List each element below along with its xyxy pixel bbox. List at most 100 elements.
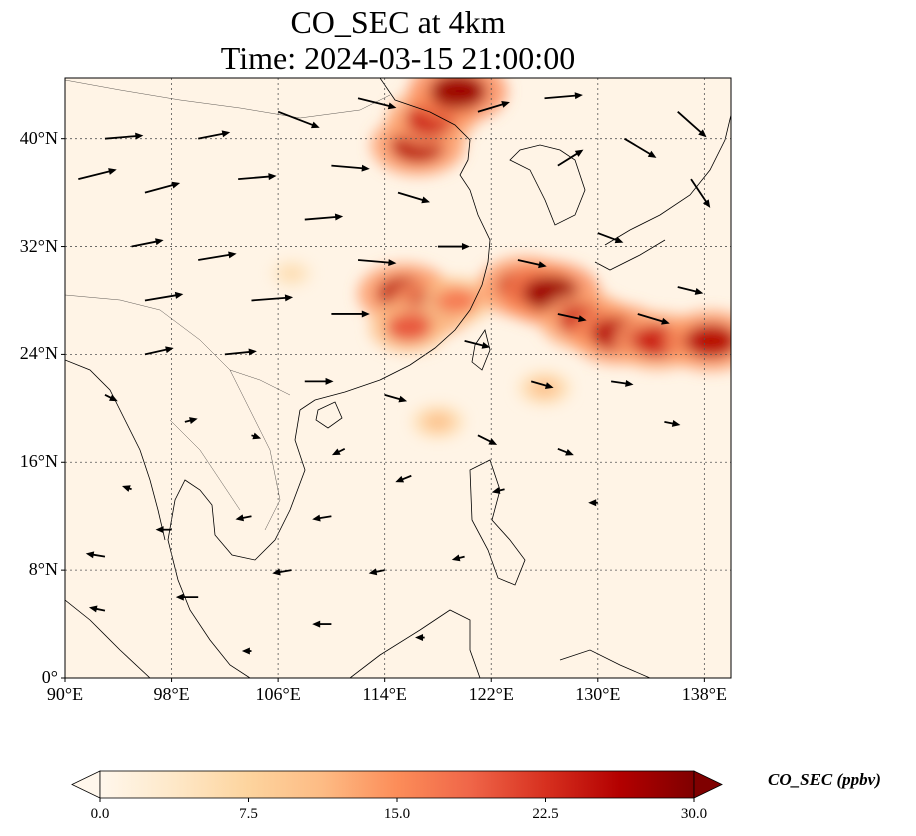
wind-arrow: [368, 568, 385, 576]
wind-arrow: [588, 499, 598, 507]
wind-arrow: [384, 393, 408, 403]
map-frame: [64, 77, 732, 679]
colorbar-tick-label: 7.5: [239, 806, 258, 822]
axis-ticks: [61, 138, 705, 682]
lon-tick-label: 90°E: [46, 684, 84, 704]
map-area: [65, 78, 731, 678]
wind-arrow: [104, 132, 144, 140]
coastlines: [65, 78, 731, 678]
coastline-philippines: [469, 459, 526, 586]
wind-arrow: [623, 137, 657, 158]
co-plume-core: [386, 313, 432, 342]
wind-arrow: [530, 380, 554, 389]
wind-arrow: [397, 191, 430, 204]
co-plume-core: [429, 78, 487, 110]
coastline-sumatra: [65, 599, 151, 678]
wind-arrow: [312, 620, 332, 628]
wind-arrow: [464, 340, 491, 349]
lat-tick-label: 0°: [41, 667, 58, 687]
wind-arrow: [544, 92, 583, 100]
wind-arrow: [331, 164, 370, 172]
lon-tick-label: 122°E: [468, 684, 514, 704]
wind-arrow: [597, 232, 624, 244]
colorbar-tick-label: 15.0: [383, 806, 411, 822]
wind-arrow: [122, 485, 132, 492]
wind-arrow: [677, 286, 704, 295]
lon-tick-label: 138°E: [681, 684, 727, 704]
lat-tick-label: 16°N: [19, 451, 58, 472]
wind-arrow: [415, 634, 425, 642]
wind-arrow: [517, 259, 547, 269]
wind-arrow: [437, 243, 470, 251]
wind-arrow: [677, 111, 707, 138]
wind-arrow: [144, 181, 181, 194]
wind-arrow: [104, 394, 118, 402]
map-title-line1: CO_SEC at 4km: [290, 4, 506, 40]
border-china-south: [65, 294, 291, 396]
map-title-line2: Time: 2024-03-15 21:00:00: [220, 40, 576, 76]
wind-arrow: [395, 474, 412, 483]
wind-arrow: [198, 130, 231, 140]
wind-arrow: [78, 168, 117, 180]
wind-arrow: [251, 294, 294, 302]
border-laos-vietnam: [229, 369, 281, 531]
wind-arrow: [272, 568, 292, 576]
wind-arrow: [451, 554, 465, 562]
wind-arrow: [477, 101, 510, 113]
lat-tick-label: 8°N: [28, 559, 58, 580]
wind-arrow: [477, 434, 498, 445]
coastline-hainan: [315, 401, 343, 429]
colorbar-tick-label: 30.0: [680, 806, 708, 822]
co-plume-core: [279, 265, 304, 282]
wind-arrow: [277, 110, 320, 129]
coastline-borneo: [349, 609, 481, 678]
lat-tick-label: 40°N: [19, 127, 58, 148]
coastline-myanmar: [65, 359, 166, 541]
wind-arrow: [304, 213, 344, 221]
wind-arrow: [88, 605, 106, 613]
wind-vectors: [78, 92, 711, 655]
wind-arrow: [235, 514, 252, 522]
co-plume-core: [422, 412, 454, 432]
wind-arrow: [637, 313, 670, 325]
wind-arrow: [610, 379, 634, 387]
lat-tick-label: 32°N: [19, 235, 58, 256]
wind-arrow: [557, 313, 587, 323]
coastline-japan: [594, 114, 731, 271]
co-plume-core: [437, 287, 479, 314]
wind-arrow: [331, 310, 370, 318]
lon-tick-label: 106°E: [255, 684, 301, 704]
wind-arrow: [357, 259, 397, 267]
coastline-newguinea: [559, 649, 651, 678]
wind-arrow: [557, 149, 584, 167]
wind-arrow: [131, 238, 164, 248]
wind-arrow: [238, 173, 277, 181]
wind-arrow: [175, 593, 199, 601]
gridlines: [65, 78, 731, 678]
coastline-korea: [509, 144, 586, 226]
wind-arrow: [144, 346, 174, 356]
co-concentration-field: [269, 78, 731, 439]
lon-tick-label: 114°E: [362, 684, 407, 704]
lon-tick-label: 98°E: [153, 684, 190, 704]
wind-arrow: [331, 447, 346, 456]
co-plume-core: [684, 324, 731, 358]
coastline-china-east: [299, 78, 491, 411]
wind-arrow: [664, 420, 681, 427]
border-china-mongolia: [65, 79, 391, 119]
wind-arrow: [224, 348, 257, 356]
wind-arrow: [85, 551, 106, 559]
wind-arrow: [251, 432, 262, 440]
lon-tick-label: 130°E: [575, 684, 621, 704]
wind-arrow: [491, 487, 505, 494]
wind-arrow: [198, 251, 237, 261]
wind-arrow: [241, 647, 252, 655]
border-thailand: [169, 419, 241, 511]
colorbar-tick-label: 22.5: [532, 806, 559, 822]
wind-arrow: [690, 178, 711, 208]
wind-arrow: [357, 97, 397, 110]
wind-arrow: [312, 514, 332, 522]
coastline-taiwan: [471, 329, 491, 371]
wind-arrow: [184, 417, 198, 424]
wind-arrow: [155, 526, 172, 534]
